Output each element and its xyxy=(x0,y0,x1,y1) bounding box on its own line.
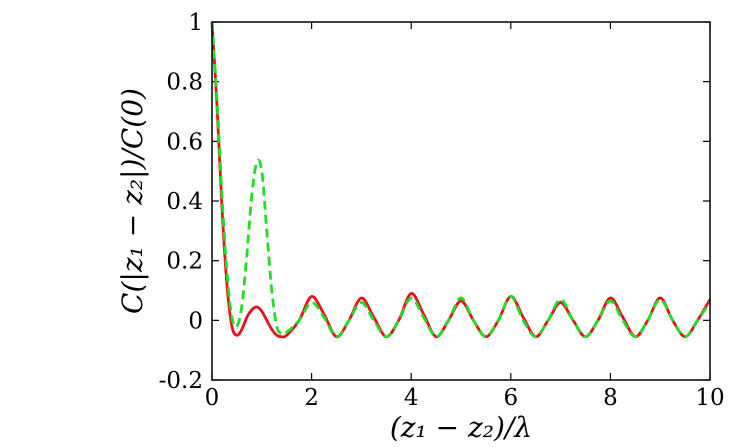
y-axis-title: C(|z₁ − z₂|)/C(0) xyxy=(116,88,149,314)
x-tick-label: 4 xyxy=(404,385,419,411)
y-tick-label: 0.4 xyxy=(166,189,203,215)
x-axis-title: (z₁ − z₂)/λ xyxy=(390,411,532,444)
y-tick-label: -0.2 xyxy=(159,368,203,394)
series-line-dashed-green xyxy=(210,21,712,339)
x-tick-label: 6 xyxy=(503,385,518,411)
series-line-solid-red xyxy=(210,21,712,339)
y-tick-label: 0.2 xyxy=(166,249,203,275)
x-tick-label: 0 xyxy=(205,385,220,411)
y-tick-label: 0.6 xyxy=(166,129,203,155)
x-tick-label: 8 xyxy=(603,385,618,411)
y-tick-label: 0 xyxy=(188,308,203,334)
y-tick-label: 0.8 xyxy=(166,70,203,96)
x-tick-label: 2 xyxy=(304,385,319,411)
y-tick-label: 1 xyxy=(188,10,203,36)
plot-frame xyxy=(211,21,711,381)
x-tick-label: 10 xyxy=(695,385,724,411)
